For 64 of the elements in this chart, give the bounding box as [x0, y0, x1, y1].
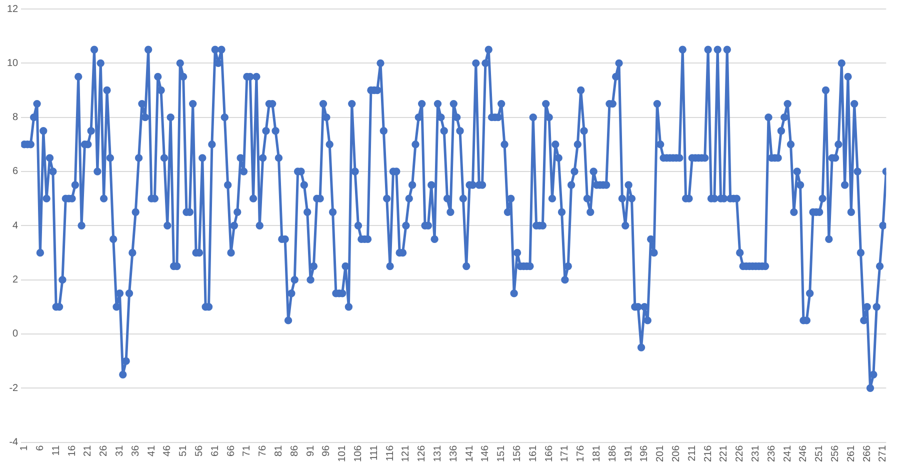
x-tick-label: 266: [862, 444, 873, 462]
x-tick-label: 176: [576, 444, 587, 462]
x-tick-label: 6: [34, 444, 46, 451]
x-tick-label: 236: [766, 444, 778, 462]
x-tick-label: 111: [368, 444, 380, 461]
x-tick-label: 51: [178, 444, 190, 456]
x-tick-label: 216: [702, 444, 714, 462]
x-tick-label: 166: [544, 444, 555, 462]
y-tick-label: 2: [12, 274, 19, 286]
x-tick-label: 31: [114, 444, 126, 456]
x-tick-label: 181: [592, 444, 602, 462]
x-tick-label: 116: [384, 444, 396, 462]
x-tick-label: 146: [480, 444, 492, 462]
x-tick-label: 251: [814, 444, 826, 462]
x-tick-label: 136: [448, 444, 460, 462]
x-tick-label: 106: [352, 444, 364, 462]
x-tick-label: 156: [512, 444, 523, 462]
x-tick-label: 261: [846, 444, 857, 462]
y-tick-label: 8: [12, 112, 19, 124]
x-tick-label: 186: [607, 444, 618, 462]
x-tick-label: 201: [655, 444, 666, 462]
x-tick-label: 91: [305, 444, 316, 456]
y-tick-label: 6: [12, 166, 19, 178]
x-tick-label: 36: [130, 444, 142, 456]
x-tick-label: 121: [400, 444, 412, 462]
x-tick-label: 76: [258, 444, 269, 456]
x-tick-label: 241: [782, 444, 794, 462]
x-tick-label: 1: [19, 444, 30, 451]
y-tick-label: 12: [7, 4, 19, 15]
y-tick-label: -4: [9, 437, 19, 448]
x-tick-label: 26: [98, 444, 110, 456]
x-tick-label: 56: [194, 444, 205, 456]
x-tick-label: 256: [830, 444, 842, 462]
y-tick-label: -2: [9, 382, 19, 394]
x-tick-label: 101: [337, 444, 348, 462]
x-tick-label: 86: [289, 444, 300, 456]
x-tick-label: 96: [321, 444, 332, 456]
x-tick-label: 226: [734, 444, 746, 462]
x-tick-label: 131: [432, 444, 444, 462]
x-tick-label: 21: [82, 444, 94, 456]
x-tick-label: 71: [242, 444, 253, 456]
x-tick-label: 221: [718, 444, 730, 462]
y-tick-label: 4: [12, 220, 19, 232]
y-tick-label: 0: [12, 328, 19, 340]
x-tick-label: 46: [162, 444, 174, 456]
x-tick-label: 11: [50, 444, 62, 456]
x-tick-label: 16: [66, 444, 78, 456]
x-tick-label: 231: [750, 444, 762, 462]
x-tick-label: 66: [226, 444, 237, 456]
x-tick-label: 246: [798, 444, 810, 462]
y-tick-label: 10: [7, 58, 19, 69]
x-tick-label: 126: [416, 444, 428, 462]
x-tick-label: 206: [671, 444, 682, 462]
x-tick-label: 81: [273, 444, 284, 456]
x-tick-label: 271: [878, 444, 889, 462]
x-tick-label: 196: [639, 444, 650, 462]
x-tick-label: 191: [623, 444, 634, 462]
x-tick-label: 171: [560, 444, 571, 462]
x-tick-label: 211: [686, 444, 698, 462]
x-tick-label: 161: [528, 444, 539, 462]
x-tick-label: 141: [464, 444, 476, 462]
x-tick-label: 41: [146, 444, 158, 456]
x-tick-label: 151: [496, 444, 508, 462]
x-tick-label: 61: [210, 444, 221, 456]
